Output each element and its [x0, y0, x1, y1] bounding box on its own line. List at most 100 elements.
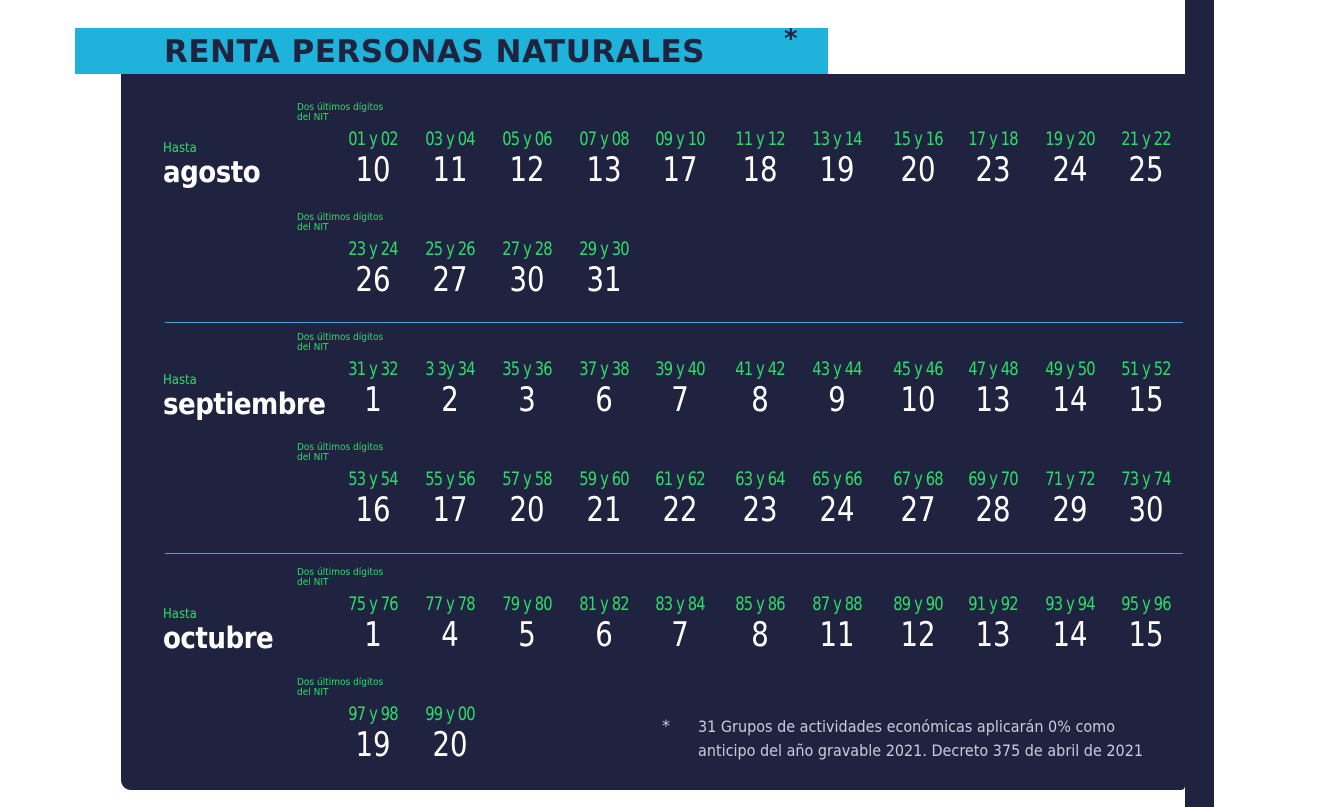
- nit-digits-label: Dos últimos dígitos del NIT: [297, 102, 384, 123]
- due-day: 31: [586, 260, 622, 300]
- nit-digits-label: Dos últimos dígitos del NIT: [297, 442, 384, 463]
- nit-digit-pair: 05 y 06: [502, 128, 552, 150]
- nit-digit-pair: 91 y 92: [968, 593, 1018, 615]
- due-day: 1: [364, 615, 382, 655]
- month-septiembre: Hasta septiembre: [163, 373, 326, 421]
- due-day: 16: [355, 490, 391, 530]
- nit-digit-pair: 51 y 52: [1121, 358, 1171, 380]
- due-day: 8: [751, 380, 769, 420]
- nit-digits-label: Dos últimos dígitos del NIT: [297, 212, 384, 233]
- due-day: 19: [819, 150, 855, 190]
- nit-digit-pair: 19 y 20: [1045, 128, 1095, 150]
- nit-digit-pair: 09 y 10: [655, 128, 705, 150]
- nit-digit-pair: 43 y 44: [812, 358, 862, 380]
- nit-digit-pair: 71 y 72: [1045, 468, 1095, 490]
- nit-digit-pair: 13 y 14: [812, 128, 862, 150]
- due-day: 2: [441, 380, 459, 420]
- nit-digit-pair: 89 y 90: [893, 593, 943, 615]
- due-day: 24: [819, 490, 855, 530]
- hasta-label: Hasta: [163, 141, 197, 156]
- due-day: 14: [1052, 615, 1088, 655]
- nit-digit-pair: 69 y 70: [968, 468, 1018, 490]
- due-day: 7: [671, 380, 689, 420]
- due-day: 12: [900, 615, 936, 655]
- due-day: 8: [751, 615, 769, 655]
- due-day: 7: [671, 615, 689, 655]
- due-day: 23: [742, 490, 778, 530]
- hasta-label: Hasta: [163, 373, 197, 388]
- hasta-label: Hasta: [163, 607, 197, 622]
- nit-digit-pair: 73 y 74: [1121, 468, 1171, 490]
- nit-digit-pair: 41 y 42: [735, 358, 785, 380]
- nit-digit-pair: 57 y 58: [502, 468, 552, 490]
- nit-digit-pair: 45 y 46: [893, 358, 943, 380]
- footnote-line: anticipo del año gravable 2021. Decreto …: [698, 741, 1143, 760]
- due-day: 3: [518, 380, 536, 420]
- due-day: 19: [355, 725, 391, 765]
- due-day: 23: [975, 150, 1011, 190]
- nit-digit-pair: 81 y 82: [579, 593, 629, 615]
- title-banner: [75, 28, 828, 74]
- due-day: 14: [1052, 380, 1088, 420]
- nit-digit-pair: 21 y 22: [1121, 128, 1171, 150]
- nit-digit-pair: 31 y 32: [348, 358, 398, 380]
- nit-digit-pair: 47 y 48: [968, 358, 1018, 380]
- due-day: 28: [975, 490, 1011, 530]
- due-day: 17: [662, 150, 698, 190]
- due-day: 13: [975, 615, 1011, 655]
- due-day: 27: [432, 260, 468, 300]
- due-day: 6: [595, 615, 613, 655]
- nit-digit-pair: 01 y 02: [348, 128, 398, 150]
- nit-digit-pair: 11 y 12: [735, 128, 785, 150]
- month-name: agosto: [163, 155, 261, 189]
- due-day: 13: [586, 150, 622, 190]
- nit-digit-pair: 23 y 24: [348, 238, 398, 260]
- due-day: 13: [975, 380, 1011, 420]
- nit-digit-pair: 35 y 36: [502, 358, 552, 380]
- nit-digit-pair: 15 y 16: [893, 128, 943, 150]
- due-day: 21: [586, 490, 622, 530]
- due-day: 20: [900, 150, 936, 190]
- nit-digit-pair: 77 y 78: [425, 593, 475, 615]
- nit-digit-pair: 67 y 68: [893, 468, 943, 490]
- month-agosto: Hasta agosto: [163, 141, 261, 189]
- due-day: 12: [509, 150, 545, 190]
- nit-digit-pair: 79 y 80: [502, 593, 552, 615]
- month-name: octubre: [163, 621, 274, 655]
- nit-digit-pair: 37 y 38: [579, 358, 629, 380]
- nit-digit-pair: 25 y 26: [425, 238, 475, 260]
- due-day: 10: [355, 150, 391, 190]
- nit-digit-pair: 29 y 30: [579, 238, 629, 260]
- footnote: 31 Grupos de actividades económicas apli…: [698, 715, 1188, 763]
- right-border-strip: [1185, 0, 1214, 807]
- due-day: 27: [900, 490, 936, 530]
- due-day: 29: [1052, 490, 1088, 530]
- month-divider: [165, 322, 1183, 323]
- due-day: 18: [742, 150, 778, 190]
- due-day: 11: [432, 150, 468, 190]
- due-day: 20: [432, 725, 468, 765]
- nit-digit-pair: 85 y 86: [735, 593, 785, 615]
- nit-digit-pair: 87 y 88: [812, 593, 862, 615]
- due-day: 4: [441, 615, 459, 655]
- month-octubre: Hasta octubre: [163, 607, 274, 655]
- due-day: 22: [662, 490, 698, 530]
- nit-digit-pair: 99 y 00: [425, 703, 475, 725]
- nit-digit-pair: 53 y 54: [348, 468, 398, 490]
- footnote-line: 31 Grupos de actividades económicas apli…: [698, 717, 1115, 736]
- nit-digits-label: Dos últimos dígitos del NIT: [297, 332, 384, 353]
- nit-digit-pair: 39 y 40: [655, 358, 705, 380]
- nit-digit-pair: 3 3y 34: [425, 358, 475, 380]
- nit-digits-label: Dos últimos dígitos del NIT: [297, 677, 384, 698]
- nit-digit-pair: 95 y 96: [1121, 593, 1171, 615]
- nit-digit-pair: 63 y 64: [735, 468, 785, 490]
- due-day: 24: [1052, 150, 1088, 190]
- month-name: septiembre: [163, 387, 326, 421]
- due-day: 6: [595, 380, 613, 420]
- title-asterisk: *: [784, 24, 798, 54]
- due-day: 17: [432, 490, 468, 530]
- due-day: 25: [1128, 150, 1164, 190]
- nit-digit-pair: 27 y 28: [502, 238, 552, 260]
- due-day: 20: [509, 490, 545, 530]
- nit-digit-pair: 49 y 50: [1045, 358, 1095, 380]
